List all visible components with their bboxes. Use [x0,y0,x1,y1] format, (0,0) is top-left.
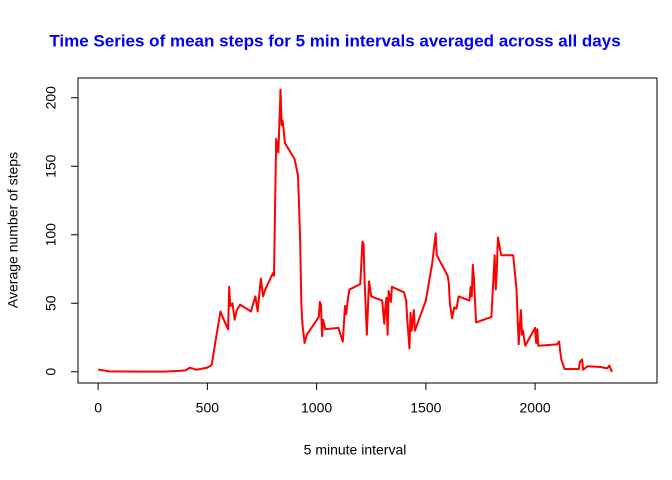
x-axis-label: 5 minute interval [304,442,407,458]
x-tick-label: 0 [94,400,102,416]
x-tick-label: 500 [196,400,220,416]
plot-box [77,77,658,384]
y-tick-label: 100 [43,223,59,247]
x-tick-label: 1000 [301,400,332,416]
data-line [97,88,614,373]
chart-title: Time Series of mean steps for 5 min inte… [49,31,620,50]
x-tick-label: 2000 [520,400,551,416]
y-tick-label: 50 [43,295,59,311]
y-tick-label: 0 [43,368,59,376]
y-tick-label: 200 [43,86,59,110]
y-axis-label: Average number of steps [5,152,21,308]
y-tick-label: 150 [43,154,59,178]
x-tick-label: 1500 [410,400,441,416]
